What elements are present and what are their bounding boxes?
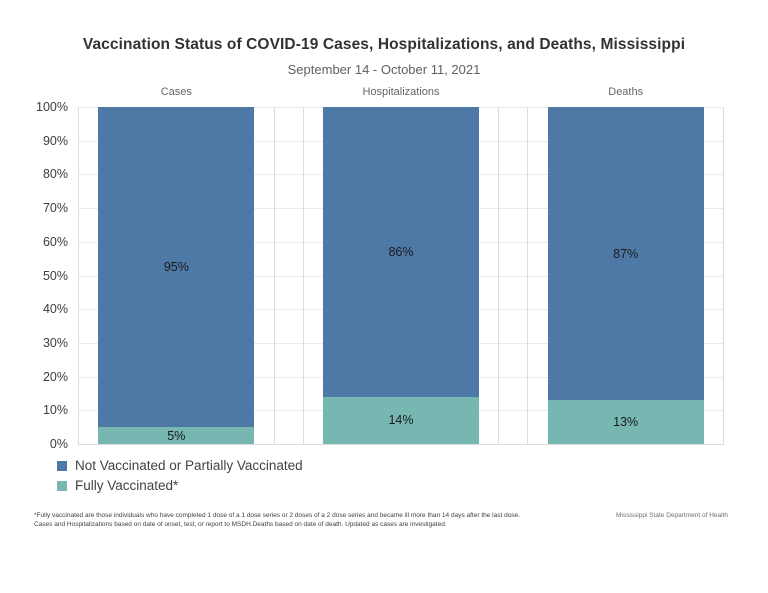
bar-segment-not-vaccinated-or-partially-vaccinated[interactable]: 95% xyxy=(98,107,255,428)
pane-hospitalizations: 86% 14% xyxy=(302,107,500,444)
value-label: 14% xyxy=(388,413,414,428)
y-tick-label: 70% xyxy=(42,201,68,216)
pane-deaths: 87% 13% xyxy=(527,107,725,444)
bar-segment-fully-vaccinated[interactable]: 13% xyxy=(547,400,704,444)
y-tick-label: 0% xyxy=(49,437,68,451)
bar-segment-fully-vaccinated[interactable]: 14% xyxy=(323,396,479,444)
value-label: 13% xyxy=(613,415,639,430)
plot-area: 95% 5% 86% 14% 87% 13% xyxy=(78,107,725,445)
value-label: 95% xyxy=(163,260,189,275)
footer: *Fully vaccinated are those individuals … xyxy=(34,511,734,529)
legend-swatch-icon xyxy=(57,481,67,491)
footnote-line-2: Cases and Hospitalizations based on date… xyxy=(34,521,447,528)
pane-headers: Cases Hospitalizations Deaths xyxy=(78,85,724,99)
y-tick-label: 50% xyxy=(42,268,68,283)
value-label: 5% xyxy=(167,428,186,443)
legend-swatch-icon xyxy=(57,461,67,471)
legend-label: Fully Vaccinated* xyxy=(75,478,179,493)
y-tick-label: 60% xyxy=(42,234,68,249)
y-tick-label: 10% xyxy=(42,403,68,418)
footnote: *Fully vaccinated are those individuals … xyxy=(34,511,520,529)
chart-subtitle: September 14 - October 11, 2021 xyxy=(287,62,481,77)
pane-header-deaths: Deaths xyxy=(608,86,644,98)
chart-title: Vaccination Status of COVID-19 Cases, Ho… xyxy=(82,36,686,53)
y-tick-label: 20% xyxy=(42,369,68,384)
y-axis: 100% 90% 80% 70% 60% 50% 40% 30% 20% 10% 0% xyxy=(0,100,72,451)
pane-header-cases: Cases xyxy=(160,86,192,98)
pane-header-hospitalizations: Hospitalizations xyxy=(362,86,440,98)
chart-area: 100% 90% 80% 70% 60% 50% 40% 30% 20% 10% 0% 95% 5% 8… xyxy=(0,100,725,451)
y-tick-label: 90% xyxy=(42,133,68,148)
value-label: 86% xyxy=(388,244,414,259)
pane-cases: 95% 5% xyxy=(78,107,275,444)
attribution: Mississippi State Department of Health xyxy=(616,512,728,519)
bar-segment-not-vaccinated-or-partially-vaccinated[interactable]: 87% xyxy=(547,107,704,401)
panes: 95% 5% 86% 14% 87% 13% xyxy=(78,107,725,444)
stacked-bar-hospitalizations: 86% 14% xyxy=(323,107,479,444)
legend-item-fully-vaccinated[interactable]: Fully Vaccinated* xyxy=(57,476,768,496)
bar-segment-fully-vaccinated[interactable]: 5% xyxy=(98,427,255,444)
legend-label: Not Vaccinated or Partially Vaccinated xyxy=(75,458,303,473)
stacked-bar-deaths: 87% 13% xyxy=(547,107,704,444)
stacked-bar-cases: 95% 5% xyxy=(98,107,255,444)
value-label: 87% xyxy=(613,246,639,261)
y-tick-label: 40% xyxy=(42,302,68,317)
gridline xyxy=(78,444,724,445)
y-tick-label: 80% xyxy=(42,167,68,182)
y-tick-label: 30% xyxy=(42,335,68,350)
legend-item-not-vaccinated-or-partially-vaccinated[interactable]: Not Vaccinated or Partially Vaccinated xyxy=(57,456,768,476)
bar-segment-not-vaccinated-or-partially-vaccinated[interactable]: 86% xyxy=(323,107,479,397)
footnote-line-1: *Fully vaccinated are those individuals … xyxy=(34,512,520,519)
legend: Not Vaccinated or Partially Vaccinated Fu… xyxy=(57,456,768,496)
y-tick-label: 100% xyxy=(36,100,68,114)
